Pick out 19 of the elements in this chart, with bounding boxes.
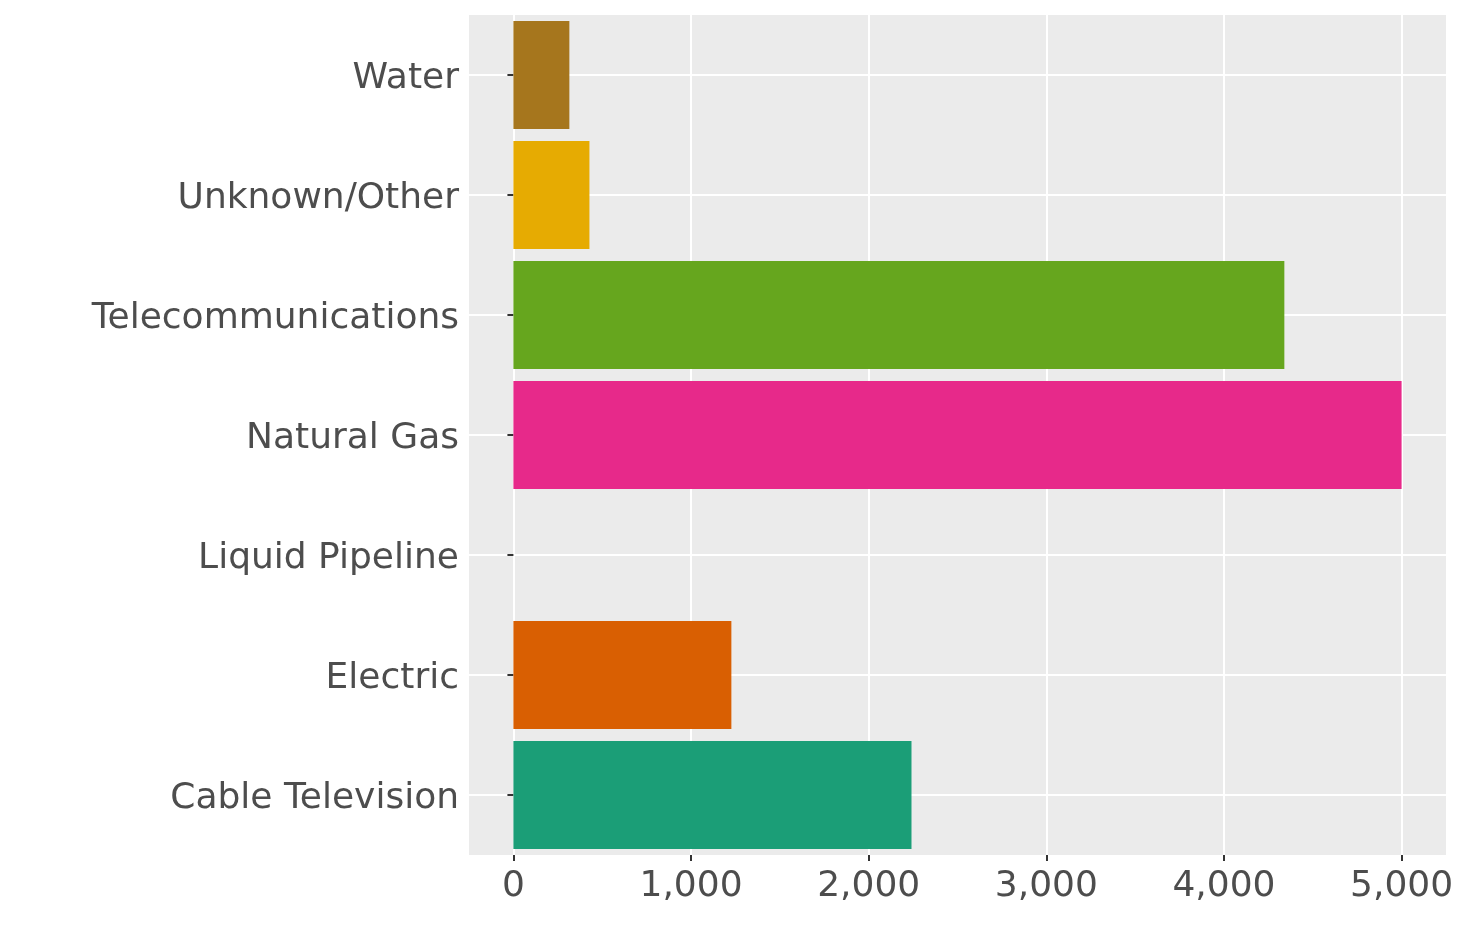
bar	[513, 141, 590, 249]
bar	[513, 381, 1402, 489]
y-tick-label: Unknown/Other	[177, 174, 460, 216]
y-tick-label: Telecommunications	[90, 294, 459, 336]
y-tick-label: Water	[352, 54, 460, 96]
x-tick-label: 0	[501, 862, 525, 904]
bar	[513, 621, 732, 729]
bar	[513, 741, 912, 849]
bar	[513, 261, 1285, 369]
x-tick-label: 4,000	[1172, 862, 1276, 904]
bar	[513, 21, 570, 129]
x-tick-label: 1,000	[639, 862, 743, 904]
y-tick-label: Electric	[325, 654, 459, 696]
y-tick-label: Liquid Pipeline	[198, 534, 459, 576]
x-tick-label: 3,000	[994, 862, 1098, 904]
y-tick-label: Natural Gas	[246, 414, 459, 456]
y-tick-label: Cable Television	[170, 774, 459, 816]
x-tick-label: 2,000	[817, 862, 921, 904]
x-tick-label: 5,000	[1350, 862, 1454, 904]
